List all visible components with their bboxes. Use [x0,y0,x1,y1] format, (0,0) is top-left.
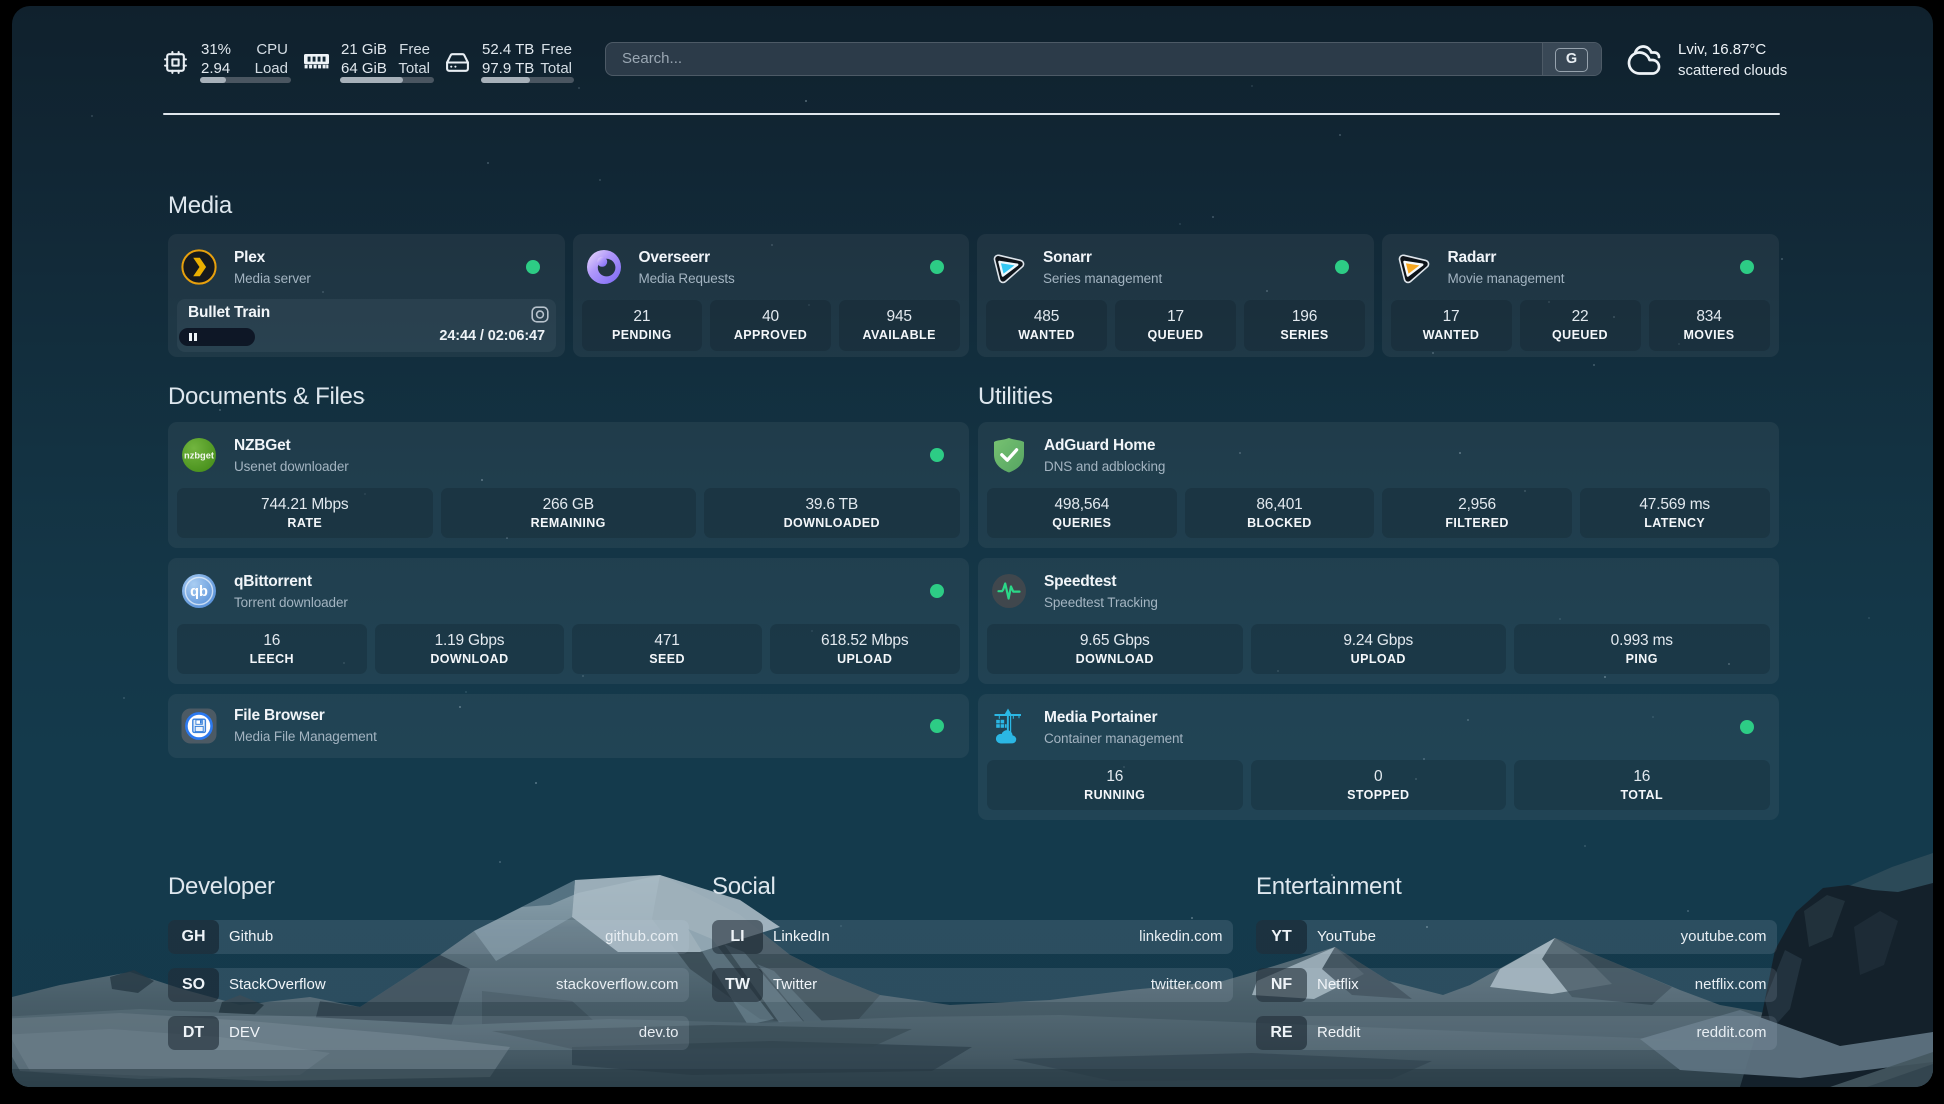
svg-text:nzbget: nzbget [184,450,214,460]
svg-text:qb: qb [190,584,208,600]
